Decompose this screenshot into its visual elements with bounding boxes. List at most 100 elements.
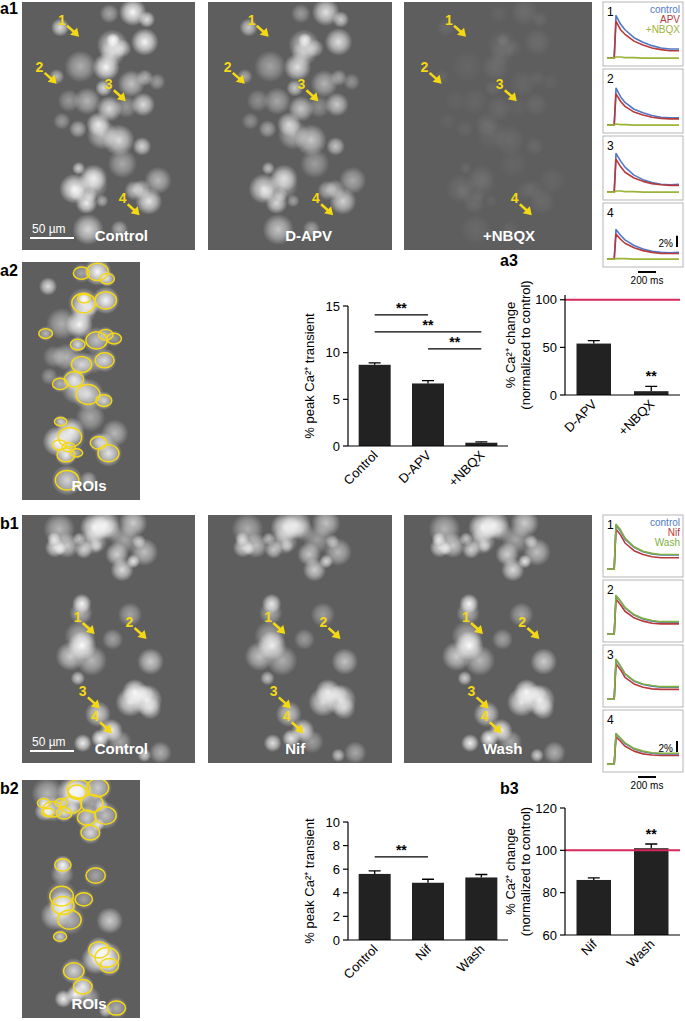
tick xyxy=(343,399,348,400)
arrow-label: 4 xyxy=(283,708,291,724)
error-bar xyxy=(369,363,381,365)
tick xyxy=(560,850,565,851)
arrow-head xyxy=(433,75,442,84)
tick-label: 120 xyxy=(535,801,557,816)
roi xyxy=(95,807,116,824)
cell xyxy=(41,368,58,385)
scale-bar xyxy=(676,741,678,752)
tick xyxy=(343,845,348,846)
inset-number: 1 xyxy=(607,5,614,19)
category-label: D-APV xyxy=(395,447,434,486)
cell xyxy=(101,420,128,447)
arrow-head xyxy=(457,28,466,37)
cell xyxy=(430,537,450,557)
category-label: Nif xyxy=(578,936,600,958)
roi xyxy=(78,294,91,303)
roi xyxy=(37,799,50,808)
bar xyxy=(359,874,391,940)
scale-bar xyxy=(30,750,74,752)
cell xyxy=(326,137,345,156)
tick xyxy=(560,299,565,300)
inset-number: 3 xyxy=(607,648,614,662)
legend-entry: Wash xyxy=(655,537,680,548)
trace xyxy=(607,659,679,699)
arrow-head xyxy=(260,28,269,37)
micrograph xyxy=(22,515,195,763)
cell xyxy=(56,641,86,671)
roi xyxy=(77,810,96,825)
arrow-head xyxy=(91,699,100,708)
trace xyxy=(607,154,679,193)
inset-frame xyxy=(603,710,683,772)
cell xyxy=(45,537,65,557)
cell xyxy=(451,50,483,82)
tick-label: 15 xyxy=(326,299,340,314)
category-label: D-APV xyxy=(561,396,600,435)
cell xyxy=(87,119,118,150)
arrow-label: 1 xyxy=(445,12,453,28)
arrow-label: 2 xyxy=(518,614,526,630)
arrow-head xyxy=(493,724,502,733)
tick-label: 0 xyxy=(333,439,340,454)
inset-frame xyxy=(603,645,683,707)
traces xyxy=(607,659,679,699)
cell xyxy=(312,515,341,537)
inset-frame xyxy=(603,580,683,642)
scale-bar xyxy=(638,776,656,778)
roi xyxy=(39,329,53,339)
panel-label: a3 xyxy=(500,252,518,269)
cell xyxy=(242,112,259,129)
inset-number: 4 xyxy=(607,713,614,727)
cell xyxy=(510,2,538,26)
roi xyxy=(107,333,122,344)
arrow-label: 3 xyxy=(468,683,476,699)
cell xyxy=(339,167,366,194)
cell xyxy=(476,119,507,150)
inset-number: 3 xyxy=(607,139,614,153)
roi xyxy=(86,868,105,883)
cell xyxy=(233,537,253,557)
trace xyxy=(607,94,679,125)
cell xyxy=(132,534,146,548)
roi xyxy=(95,948,119,968)
cell xyxy=(264,734,282,752)
cell xyxy=(489,519,512,542)
inset-frame xyxy=(603,136,683,200)
image-label: Control xyxy=(95,740,148,757)
cell xyxy=(331,748,345,762)
panel-label: b1 xyxy=(0,515,19,532)
roi xyxy=(72,356,92,372)
trace xyxy=(607,191,679,192)
arrow-head xyxy=(324,206,333,215)
image-background xyxy=(404,2,592,250)
reference-line xyxy=(565,849,680,851)
roi xyxy=(55,799,67,807)
tick-label: 5 xyxy=(333,392,340,407)
roi xyxy=(86,332,107,349)
cell xyxy=(344,741,367,763)
image-label: Nif xyxy=(285,740,306,757)
y-axis xyxy=(347,822,348,940)
cell xyxy=(278,119,309,150)
cell xyxy=(524,534,538,548)
tick xyxy=(343,821,348,822)
cell xyxy=(133,137,152,156)
roi xyxy=(64,372,83,387)
cell xyxy=(64,50,96,82)
error-bar xyxy=(422,381,434,384)
cell xyxy=(66,803,79,816)
cell xyxy=(489,4,509,24)
inset-frame xyxy=(603,203,683,267)
cell xyxy=(311,70,339,98)
image-background xyxy=(208,515,392,763)
cell xyxy=(461,734,479,752)
arrow-label: 4 xyxy=(312,190,320,206)
scale-bar-label: 200 ms xyxy=(631,275,664,286)
arrow-label: 4 xyxy=(481,708,489,724)
arrow-head xyxy=(295,724,304,733)
cell xyxy=(518,554,532,568)
arrow-label: 1 xyxy=(74,609,82,625)
traces xyxy=(607,734,679,765)
arrow-head xyxy=(70,28,79,37)
tick-label: 60 xyxy=(543,928,557,943)
